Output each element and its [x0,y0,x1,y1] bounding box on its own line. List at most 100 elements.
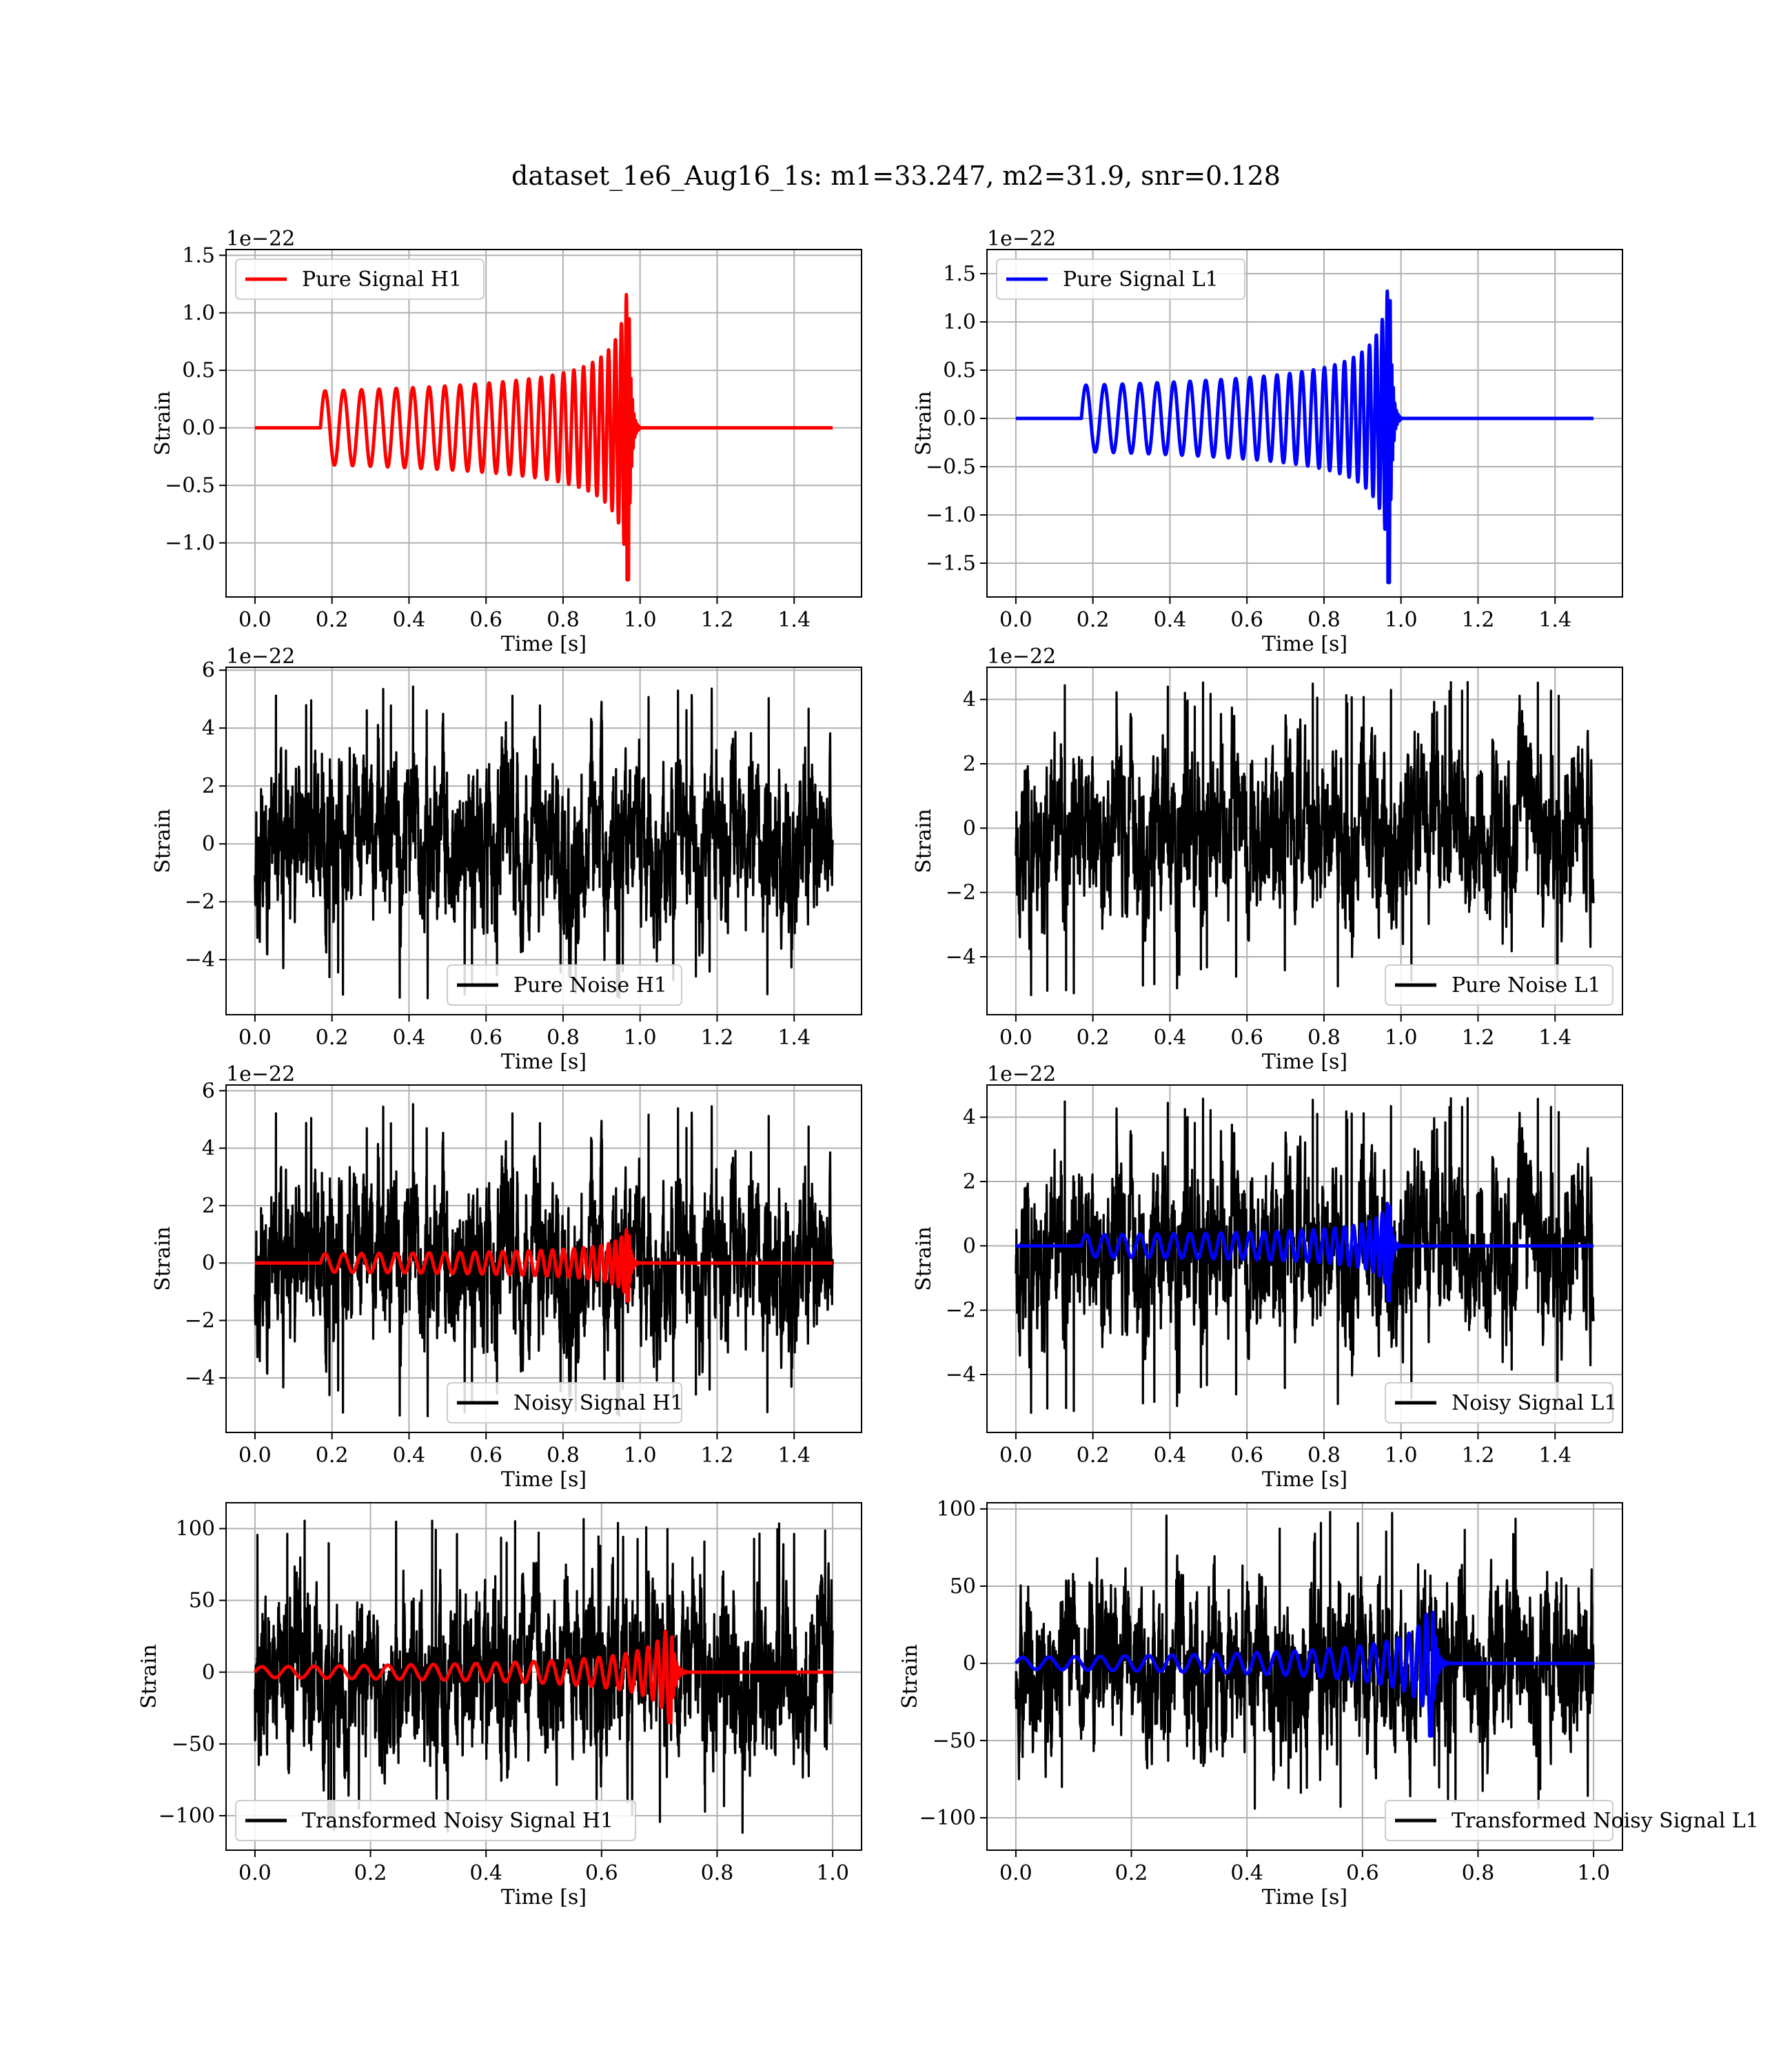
y-tick-label: −2 [946,881,976,905]
y-tick-label: −1.0 [165,531,215,556]
x-axis-label: Time [s] [501,632,587,656]
x-tick-label: 1.4 [777,1443,811,1468]
y-tick-label: −2 [946,1299,976,1323]
y-tick-label: 2 [202,1194,215,1218]
y-tick-label: 0.0 [943,407,976,431]
x-tick-label: 1.0 [624,1026,657,1050]
y-tick-label: −0.5 [165,474,215,498]
y-axis-label: Strain [898,1644,922,1709]
x-axis-label: Time [s] [1262,632,1347,656]
x-tick-label: 0.6 [469,1026,502,1050]
series-line-noise [254,1518,834,1834]
y-tick-label: 50 [950,1574,976,1599]
panel-pure-noise-l1: 0.0 0.2 0.4 0.6 0.8 1.0 1.2 1.4 −4 −2 0 2 4 Time [s] S… [912,645,1623,1074]
panel-transformed-noisy-signal-l1: 0.0 0.2 0.4 0.6 0.8 1.0 −100 −50 0 50 100 Time [s] S… [898,1497,1759,1909]
axes-frame [225,1502,862,1851]
y-tick-label: 0.5 [182,358,215,383]
legend-box [1385,1382,1613,1423]
x-tick-label: 1.0 [624,1443,657,1468]
y-tick-label: 0 [963,1234,976,1258]
x-tick-label: 0.8 [701,1861,734,1885]
x-tick-label: 0.0 [238,608,272,632]
x-tick-label: 0.8 [1307,1443,1341,1468]
legend-box [447,1382,682,1423]
y-tick-label: 4 [963,1106,976,1130]
x-tick-label: 1.2 [701,1443,734,1468]
x-tick-label: 1.4 [777,1026,811,1050]
x-tick-label: 1.2 [1462,608,1495,632]
series-line-l1-signal [1014,1610,1596,1738]
legend-label: Transformed Noisy Signal H1 [302,1809,613,1833]
plot-area [253,1103,835,1417]
y-axis-label: Strain [912,391,936,456]
x-tick-label: 1.4 [777,608,811,632]
offset-text: 1e−22 [226,227,295,251]
axes-frame [225,667,862,1015]
legend-box [447,964,682,1006]
x-tick-label: 0.2 [1077,608,1110,632]
x-tick-label: 1.4 [1538,1026,1571,1050]
x-tick-label: 0.0 [999,1861,1032,1885]
x-tick-label: 0.6 [469,608,502,632]
x-tick-label: 0.0 [999,1026,1032,1050]
legend: Pure Signal H1 [235,258,485,300]
y-tick-label: 0 [202,1251,215,1275]
x-tick-label: 0.4 [1230,1861,1263,1885]
plot-area [1014,289,1596,585]
x-tick-label: 0.6 [1346,1861,1379,1885]
y-tick-label: 100 [176,1517,215,1541]
y-tick-label: −2 [185,890,215,914]
y-tick-label: −2 [185,1309,215,1333]
x-tick-label: 1.0 [1577,1861,1610,1885]
y-tick-label: 4 [202,716,215,740]
axes-frame [225,249,862,598]
series-line-noise [254,685,834,1000]
y-axis-label: Strain [151,809,175,873]
x-tick-label: 1.2 [1462,1443,1495,1468]
legend-box [235,1800,636,1841]
x-tick-label: 0.2 [316,1443,349,1468]
x-tick-label: 0.8 [1462,1861,1495,1885]
series-line-l1-signal [1014,289,1596,585]
offset-text: 1e−22 [226,645,295,669]
y-tick-label: 6 [202,658,215,682]
legend-label: Noisy Signal H1 [513,1391,684,1415]
x-tick-label: 0.6 [1230,1443,1263,1468]
x-tick-label: 0.4 [393,1443,426,1468]
y-tick-label: −0.5 [926,455,976,479]
x-tick-label: 1.0 [1385,608,1418,632]
y-tick-label: −50 [172,1732,215,1756]
panel-pure-noise-h1: 0.0 0.2 0.4 0.6 0.8 1.0 1.2 1.4 −4 −2 0 2 4 6 Time [s]… [151,645,862,1074]
y-tick-label: 0 [963,1652,976,1676]
x-axis-label: Time [s] [501,1885,587,1909]
y-tick-label: 1.0 [182,301,215,325]
axes-frame [986,667,1623,1015]
plot-area [1014,1097,1596,1415]
legend: Noisy Signal H1 [447,1382,684,1423]
plot-area [254,685,834,1000]
y-tick-label: −1.0 [926,503,976,527]
y-tick-label: −4 [946,945,976,969]
plot-area [1014,1510,1596,1810]
x-tick-label: 1.2 [701,608,734,632]
axes-frame [225,1084,862,1433]
x-tick-label: 0.2 [354,1861,387,1885]
y-tick-label: −50 [933,1729,976,1753]
figure-title: dataset_1e6_Aug16_1s: m1=33.247, m2=31.9… [511,161,1281,192]
y-tick-label: 2 [963,1170,976,1194]
y-tick-label: 0.5 [943,358,976,383]
x-tick-label: 1.0 [1385,1026,1418,1050]
panel-pure-signal-h1: 0.0 0.2 0.4 0.6 0.8 1.0 1.2 1.4 −1.0 −0.5 0.0 0.5 1.… [151,227,862,656]
y-tick-label: −4 [185,1366,215,1390]
y-tick-label: 2 [202,774,215,798]
y-tick-label: 100 [937,1497,976,1521]
x-tick-label: 0.4 [1154,608,1187,632]
x-tick-label: 0.6 [585,1861,618,1885]
x-tick-label: 0.0 [999,1443,1032,1468]
y-tick-label: 4 [202,1137,215,1161]
series-line-h1-signal [253,292,835,582]
x-axis-label: Time [s] [1262,1885,1347,1909]
x-tick-label: 0.4 [1154,1443,1187,1468]
x-tick-label: 0.8 [547,1026,580,1050]
y-tick-label: 0 [202,1661,215,1685]
